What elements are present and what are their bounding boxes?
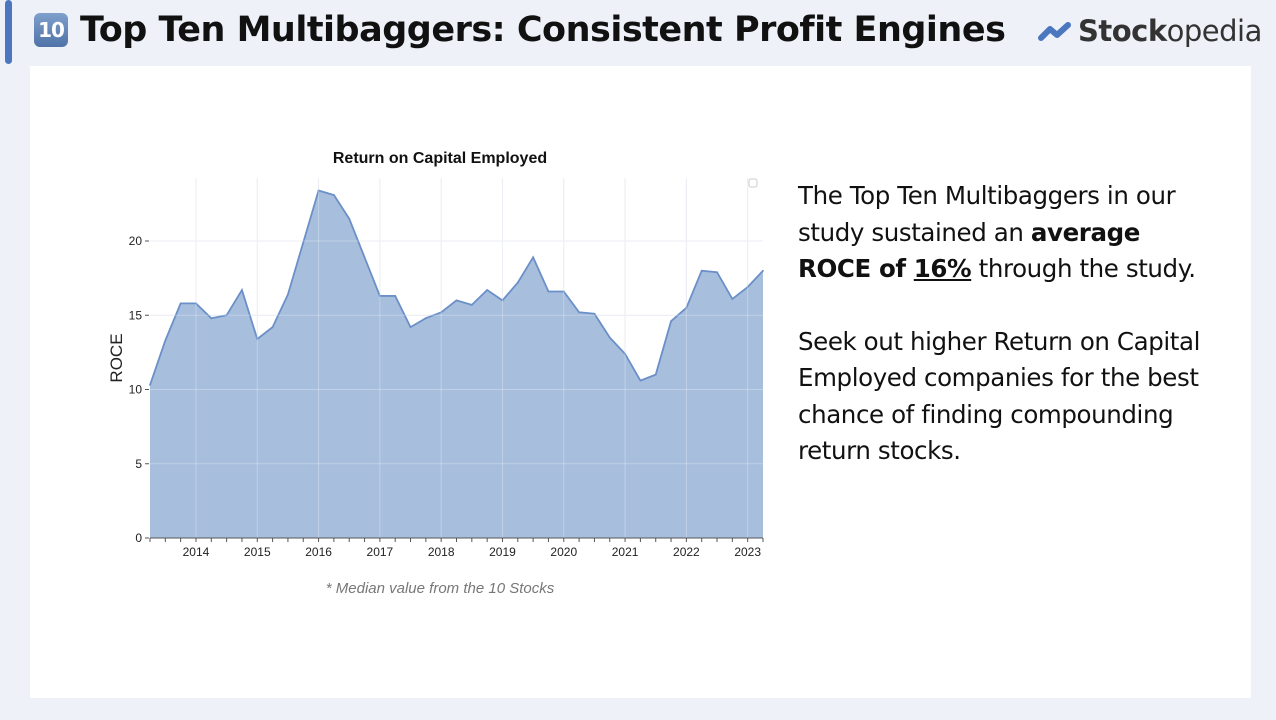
data-point [179,302,182,305]
data-point [440,311,442,314]
data-point [302,241,305,244]
average-roce-value: 16% [913,254,972,283]
area-fill [150,190,763,538]
data-point [164,339,167,342]
data-point [562,290,565,293]
data-point [608,336,611,339]
accent-bar [5,0,12,64]
data-point [517,281,519,284]
data-point [685,307,688,309]
data-point [471,304,473,306]
slide-header: 10 Top Ten Multibaggers: Consistent Prof… [34,10,1006,50]
data-point [455,299,458,302]
data-point [256,338,259,340]
data-point [547,290,550,293]
x-tick-label: 2022 [673,545,700,559]
chart-footnote: * Median value from the 10 Stocks [325,580,555,597]
page-title: Top Ten Multibaggers: Consistent Profit … [80,10,1006,50]
data-point [409,326,412,328]
x-tick-label: 2020 [550,545,577,559]
keycap-ten-icon: 10 [34,13,68,47]
x-tick-label: 2021 [612,545,639,559]
y-tick-label: 20 [129,234,143,248]
data-point [578,311,580,314]
data-point [593,312,596,315]
data-point [333,194,335,196]
y-tick-label: 10 [129,383,143,397]
stockopedia-logo: Stockopedia [1038,14,1262,48]
x-tick-label: 2017 [367,545,394,559]
x-tick-label: 2019 [489,545,516,559]
data-point [225,314,228,317]
data-point [486,289,488,291]
data-point [379,295,381,297]
data-point [746,286,749,288]
logo-text-rest: opedia [1166,14,1263,48]
legend-toggle-icon [748,178,758,188]
x-tick-label: 2018 [428,545,455,559]
data-point [348,217,351,220]
data-point [700,269,703,272]
data-point [731,298,734,300]
data-point [195,302,197,305]
trend-line-icon [1038,22,1071,41]
data-point [639,379,642,382]
text: The Top Ten Multibaggers in our study su… [798,181,1176,247]
text-bold: average ROCE of [798,217,1140,284]
y-tick-label: 5 [135,457,142,471]
data-point [670,320,672,322]
x-tick-label: 2015 [244,545,271,559]
data-point [501,299,504,302]
data-point [317,189,320,192]
text: through the study. [971,254,1197,283]
data-point [271,326,274,328]
data-point [425,317,427,320]
y-axis-label: ROCE [107,333,126,382]
data-point [149,384,151,386]
data-point [532,256,534,259]
commentary-paragraph-2: Seek out higher Return on Capital Employ… [798,326,1201,466]
commentary-paragraph-1: The Top Ten Multibaggers in our study su… [798,178,1218,288]
data-point [716,271,718,273]
data-point [762,269,764,272]
y-tick-label: 0 [135,531,142,545]
logo-text-bold: Stock [1078,14,1167,48]
data-point [241,289,243,291]
commentary: The Top Ten Multibaggers in our study su… [798,178,1218,506]
x-tick-label: 2014 [183,545,210,559]
data-point [210,317,213,320]
data-point [654,373,657,376]
data-point [394,295,397,297]
data-point [287,293,289,296]
chart-title: Return on Capital Employed [332,150,548,167]
x-tick-label: 2023 [734,545,761,559]
data-point [363,256,366,259]
y-tick-label: 15 [129,308,143,322]
x-tick-label: 2016 [305,545,332,559]
data-point [624,353,626,355]
